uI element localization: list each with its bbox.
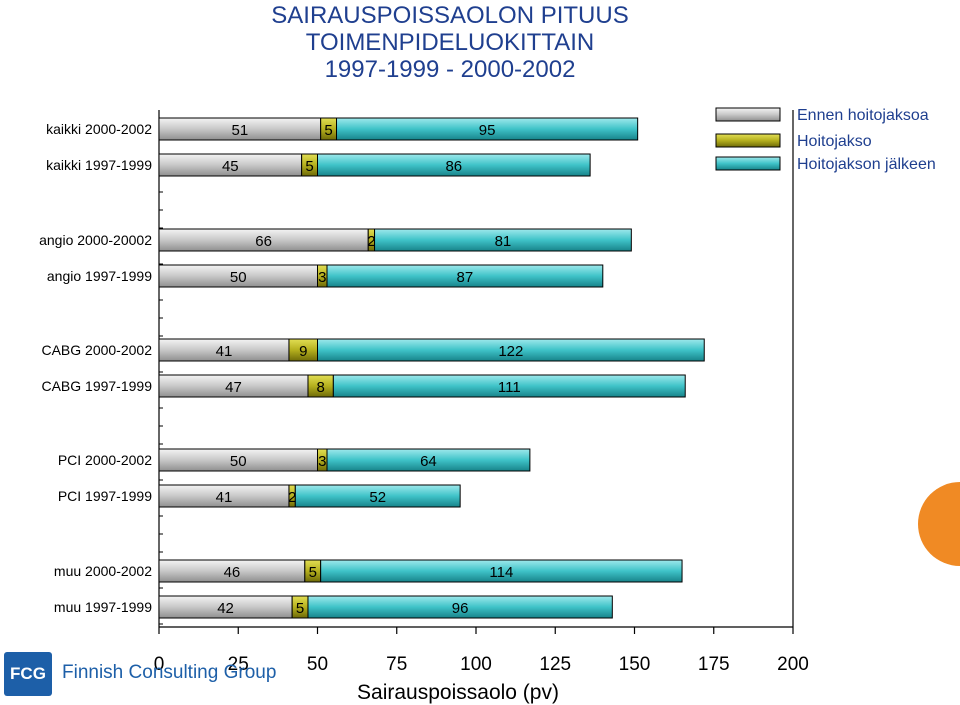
data-label: 8 <box>316 379 324 396</box>
title-line-3: 1997-1999 - 2000-2002 <box>324 56 576 83</box>
fcg-logo-mark: FCG <box>4 652 52 696</box>
x-tick-label: 0 <box>154 654 165 675</box>
x-axis-label: Sairauspoissaolo (pv) <box>357 681 559 704</box>
fcg-logo-text: Finnish Consulting Group <box>62 662 277 683</box>
data-label: 96 <box>452 600 469 617</box>
bar-segment-after <box>332 374 686 398</box>
legend-swatch <box>715 156 781 171</box>
bar-segment-after <box>294 484 461 508</box>
data-label: 2 <box>288 489 296 506</box>
data-label: 50 <box>230 453 247 470</box>
data-label: 42 <box>217 600 234 617</box>
x-tick-label: 150 <box>619 654 651 675</box>
data-label: 47 <box>225 379 242 396</box>
chart-title: SAIRAUSPOISSAOLON PITUUS TOIMENPIDELUOKI… <box>200 2 700 83</box>
legend-label: Hoitojakso <box>797 133 872 150</box>
data-label: 52 <box>369 489 386 506</box>
data-label: 114 <box>489 564 513 581</box>
x-tick-label: 75 <box>386 654 407 675</box>
fcg-logo: FCG Finnish Consulting Group <box>4 650 304 700</box>
bar-segment-after <box>317 338 705 362</box>
data-label: 64 <box>420 453 437 470</box>
data-label: 41 <box>216 343 233 360</box>
category-label: PCI 1997-1999 <box>58 488 152 504</box>
category-label: PCI 2000-2002 <box>58 452 152 468</box>
data-label: 5 <box>309 564 317 581</box>
bar-segment-after <box>326 448 531 472</box>
category-label: kaikki 2000-2002 <box>46 121 152 137</box>
chart-legend: Ennen hoitojaksoa Hoitojakso Hoitojakson j… <box>715 107 936 173</box>
legend-label: Ennen hoitojaksoa <box>797 107 929 124</box>
category-label: kaikki 1997-1999 <box>46 157 152 173</box>
data-label: 2 <box>367 233 375 250</box>
data-label: 3 <box>318 453 326 470</box>
data-label: 87 <box>457 269 474 286</box>
x-tick-label: 50 <box>307 654 328 675</box>
bar-segment-after <box>336 117 639 141</box>
data-label: 5 <box>324 122 332 139</box>
data-label: 41 <box>216 489 233 506</box>
title-line-1: SAIRAUSPOISSAOLON PITUUS <box>271 2 629 29</box>
chart-bars <box>158 117 705 619</box>
x-tick-label: 125 <box>539 654 571 675</box>
bar-segment-after <box>307 595 613 619</box>
x-tick-label: 100 <box>460 654 492 675</box>
x-tick-label: 175 <box>698 654 730 675</box>
category-label: muu 1997-1999 <box>54 599 152 615</box>
data-label: 50 <box>230 269 247 286</box>
category-label: CABG 1997-1999 <box>41 378 152 394</box>
data-label: 86 <box>445 158 462 175</box>
data-label: 66 <box>255 233 272 250</box>
data-label: 45 <box>222 158 239 175</box>
data-label: 46 <box>224 564 241 581</box>
legend-swatch <box>715 107 781 122</box>
data-label: 111 <box>498 379 521 396</box>
x-tick-label: 200 <box>777 654 809 675</box>
bar-segment-after <box>320 559 683 583</box>
data-label: 3 <box>318 269 326 286</box>
legend-label: Hoitojakson jälkeen <box>797 156 936 173</box>
data-label: 95 <box>479 122 496 139</box>
data-label: 5 <box>296 600 304 617</box>
x-tick-label: 25 <box>228 654 249 675</box>
category-label: muu 2000-2002 <box>54 563 152 579</box>
data-label: 122 <box>498 343 523 360</box>
bar-segment-after <box>326 264 604 288</box>
category-label: CABG 2000-2002 <box>41 342 152 358</box>
bar-segment-after <box>317 153 591 177</box>
data-label: 51 <box>231 122 248 139</box>
category-label: angio 1997-1999 <box>47 268 152 284</box>
title-line-2: TOIMENPIDELUOKITTAIN <box>305 29 595 56</box>
data-label: 5 <box>305 158 313 175</box>
legend-swatch <box>715 133 781 148</box>
bar-segment-after <box>374 228 632 252</box>
data-label: 81 <box>495 233 512 250</box>
category-label: angio 2000-20002 <box>39 232 152 248</box>
data-label: 9 <box>299 343 307 360</box>
